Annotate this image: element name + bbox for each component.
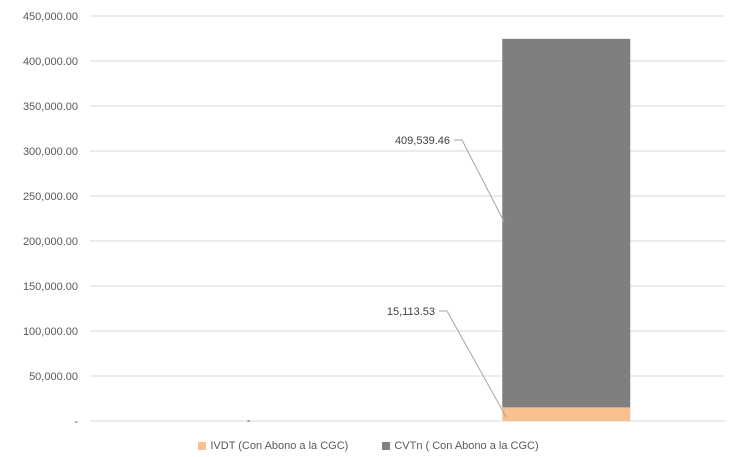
legend-item-cvtn: CVTn ( Con Abono a la CGC) xyxy=(382,440,539,452)
leader-line xyxy=(454,139,505,223)
bar-segment-ivdt xyxy=(502,407,631,421)
data-label: 409,539.46 xyxy=(395,135,450,147)
y-tick-label: 250,000.00 xyxy=(23,191,78,203)
legend-item-ivdt: IVDT (Con Abono a la CGC) xyxy=(198,440,348,452)
y-tick-label: 150,000.00 xyxy=(23,281,78,293)
legend-swatch-cvtn xyxy=(382,442,391,450)
y-tick-label: 350,000.00 xyxy=(23,101,78,113)
leader-line xyxy=(439,310,507,418)
y-tick-label: 450,000.00 xyxy=(23,11,78,23)
y-tick-label: 400,000.00 xyxy=(23,56,78,68)
data-label: - xyxy=(247,415,251,427)
stacked-bar-chart: - 50,000.00 100,000.00 150,000.00 200,000.00… xyxy=(23,11,725,428)
y-tick-label: 300,000.00 xyxy=(23,146,78,158)
legend-label-ivdt: IVDT (Con Abono a la CGC) xyxy=(210,440,349,452)
legend: IVDT (Con Abono a la CGC) CVTn ( Con Abo… xyxy=(0,440,737,452)
bar-segment-cvtn xyxy=(502,38,631,408)
y-tick-label: - xyxy=(74,416,78,428)
y-tick-label: 200,000.00 xyxy=(23,236,78,248)
y-tick-label: 50,000.00 xyxy=(29,371,78,383)
data-label: 15,113.53 xyxy=(387,306,435,318)
legend-label-cvtn: CVTn ( Con Abono a la CGC) xyxy=(394,440,539,452)
y-tick-label: 100,000.00 xyxy=(23,326,78,338)
legend-swatch-ivdt xyxy=(198,442,207,450)
